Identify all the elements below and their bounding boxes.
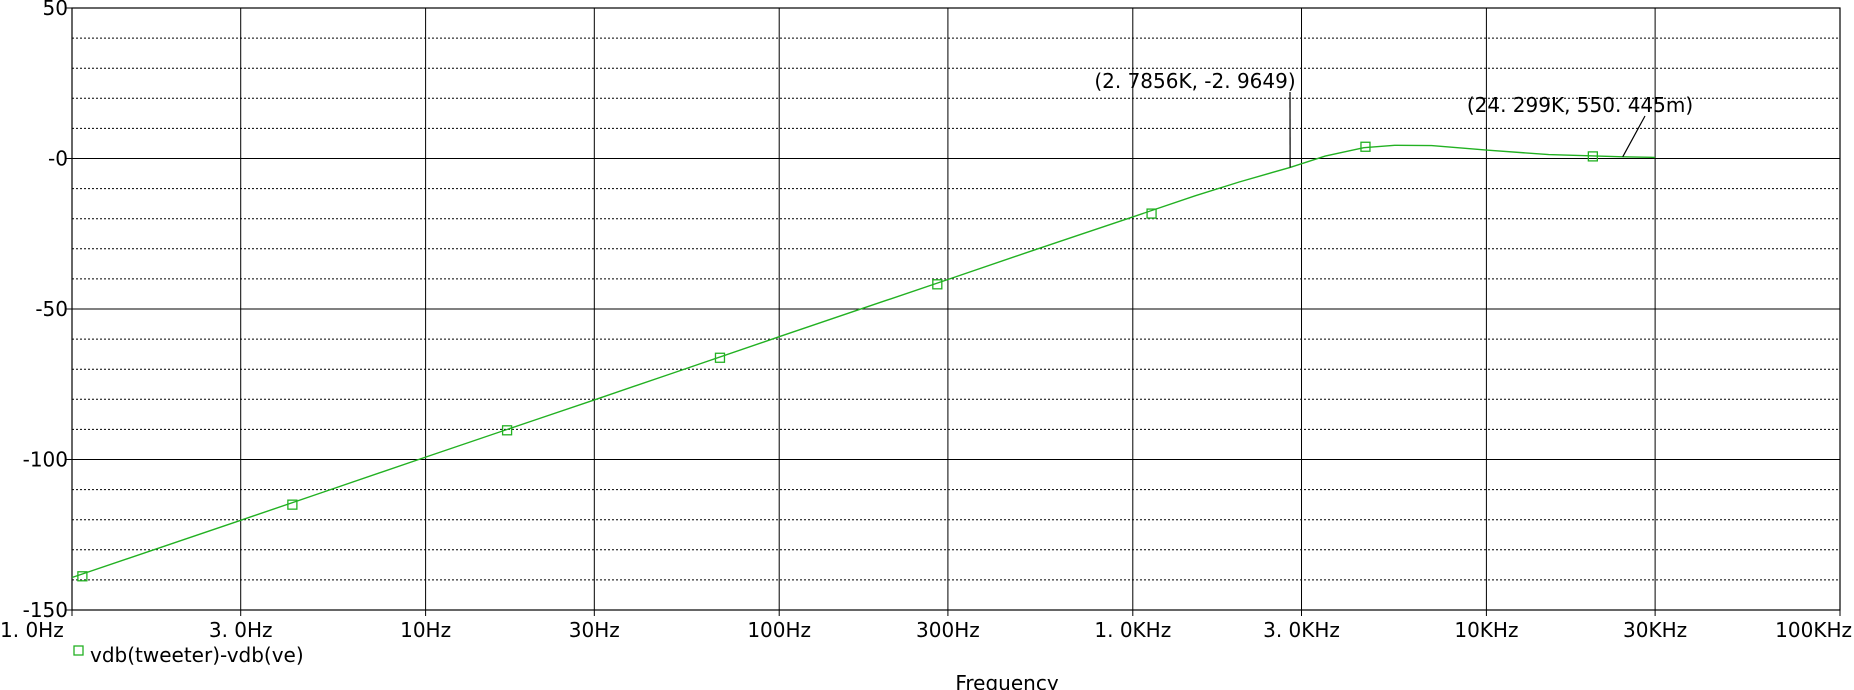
x-tick-label: 3. 0KHz bbox=[1263, 618, 1340, 642]
x-tick-label: 30Hz bbox=[569, 618, 620, 642]
data-series bbox=[71, 141, 1656, 582]
legend: vdb(tweeter)-vdb(ve) bbox=[73, 643, 304, 667]
x-tick-label: 3. 0Hz bbox=[209, 618, 273, 642]
legend-label: vdb(tweeter)-vdb(ve) bbox=[90, 643, 304, 667]
x-tick-label: 30KHz bbox=[1623, 618, 1687, 642]
series-marker bbox=[501, 425, 513, 436]
series-marker bbox=[77, 571, 88, 582]
y-tick-label: -150 bbox=[23, 598, 68, 622]
series-line bbox=[71, 144, 1656, 579]
series-marker bbox=[287, 499, 298, 510]
legend-marker-icon bbox=[73, 645, 84, 656]
x-tick-label: 10KHz bbox=[1454, 618, 1518, 642]
y-tick-label: 50 bbox=[43, 0, 68, 20]
y-tick-label: -0 bbox=[48, 147, 68, 171]
series-marker bbox=[932, 279, 943, 290]
y-tick-label: -100 bbox=[23, 448, 68, 472]
series-marker bbox=[1360, 141, 1371, 152]
x-axis: 1. 0Hz 3. 0Hz 10Hz 30Hz 100Hz 300Hz 1. 0KHz 3. … bbox=[0, 610, 1852, 642]
annotation-leader-line bbox=[1622, 115, 1646, 158]
series-marker bbox=[714, 352, 726, 363]
x-tick-label: 1. 0KHz bbox=[1094, 618, 1171, 642]
x-tick-label: 10Hz bbox=[400, 618, 451, 642]
x-tick-label: 1. 0Hz bbox=[0, 618, 64, 642]
x-tick-label: 100Hz bbox=[747, 618, 811, 642]
x-tick-label: 300Hz bbox=[916, 618, 980, 642]
y-axis: 50 -0 -50 -100 -150 bbox=[23, 0, 72, 622]
cursor-annotations: (2. 7856K, -2. 9649) (24. 299K, 550. 445m… bbox=[1094, 69, 1693, 168]
x-axis-title: Frequency bbox=[955, 671, 1058, 690]
series-marker bbox=[1146, 208, 1157, 219]
annotation-label: (24. 299K, 550. 445m) bbox=[1467, 93, 1693, 117]
annotation-label: (2. 7856K, -2. 9649) bbox=[1094, 69, 1295, 93]
y-tick-label: -50 bbox=[35, 297, 68, 321]
series-marker bbox=[1587, 151, 1598, 162]
x-tick-label: 100KHz bbox=[1775, 618, 1852, 642]
